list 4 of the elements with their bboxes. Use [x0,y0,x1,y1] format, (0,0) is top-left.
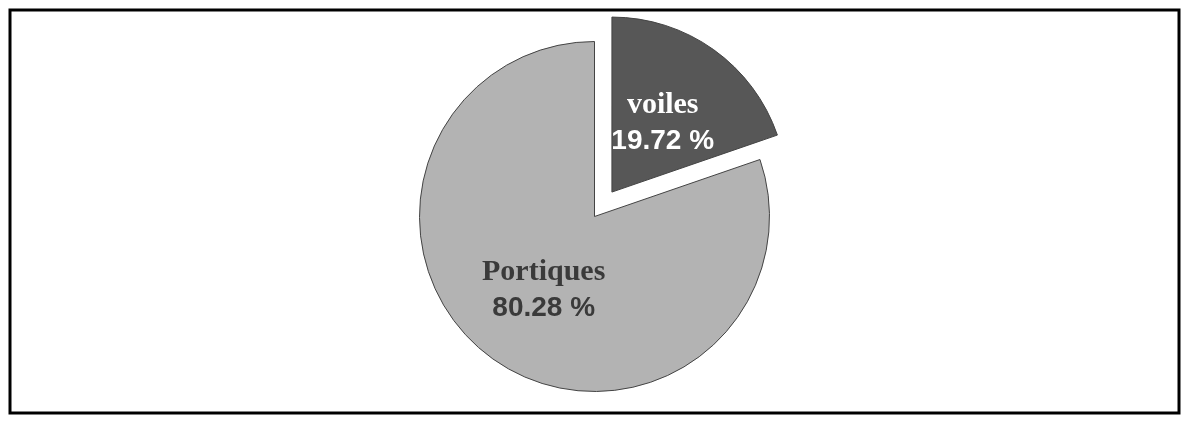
data-label: 19.72 % [611,123,715,155]
data-label: 80.28 % [492,290,596,322]
slice-label: Portiques [482,252,606,286]
slice-label: voiles [626,85,699,119]
